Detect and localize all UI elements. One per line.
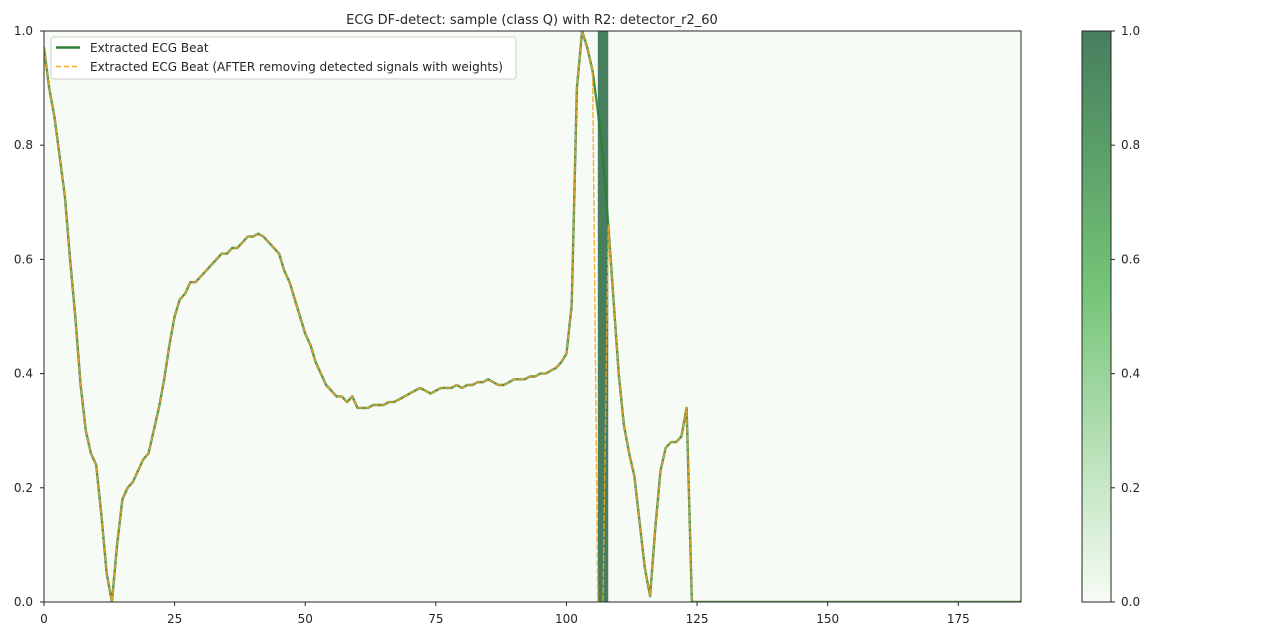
colorbar-gradient bbox=[1081, 30, 1112, 603]
colorbar-ticks: 0.0 0.2 0.4 0.6 0.8 1.0 bbox=[1111, 24, 1140, 609]
x-tick-label: 150 bbox=[816, 612, 839, 626]
y-tick-label: 1.0 bbox=[14, 24, 33, 38]
x-tick-label: 175 bbox=[947, 612, 970, 626]
highlight-bands bbox=[597, 31, 609, 602]
highlight-band-0 bbox=[597, 31, 609, 602]
colorbar-tick-label: 0.4 bbox=[1121, 367, 1140, 381]
y-tick-label: 0.0 bbox=[14, 595, 33, 609]
plot-background bbox=[44, 31, 1021, 602]
legend-box bbox=[50, 36, 517, 80]
x-axis-ticks: 0 25 50 75 100 125 150 175 bbox=[40, 602, 970, 626]
x-tick-label: 0 bbox=[40, 612, 48, 626]
legend: Extracted ECG Beat Extracted ECG Beat (A… bbox=[50, 36, 517, 80]
x-tick-label: 25 bbox=[167, 612, 182, 626]
plot-frame bbox=[43, 30, 1022, 603]
legend-label-after-removal: Extracted ECG Beat (AFTER removing detec… bbox=[90, 60, 503, 74]
x-tick-label: 125 bbox=[686, 612, 709, 626]
x-tick-label: 50 bbox=[298, 612, 313, 626]
colorbar: 0.0 0.2 0.4 0.6 0.8 1.0 bbox=[1081, 24, 1140, 609]
x-tick-label: 100 bbox=[555, 612, 578, 626]
y-tick-label: 0.2 bbox=[14, 481, 33, 495]
chart-title: ECG DF-detect: sample (class Q) with R2:… bbox=[346, 13, 718, 28]
y-axis-ticks: 0.0 0.2 0.4 0.6 0.8 1.0 bbox=[14, 24, 44, 609]
colorbar-tick-label: 0.8 bbox=[1121, 138, 1140, 152]
colorbar-tick-label: 0.0 bbox=[1121, 595, 1140, 609]
colorbar-tick-label: 0.6 bbox=[1121, 252, 1140, 266]
y-tick-label: 0.6 bbox=[14, 252, 33, 266]
series-lines bbox=[44, 31, 1021, 602]
x-tick-label: 75 bbox=[428, 612, 443, 626]
series-line-1 bbox=[44, 31, 1021, 602]
colorbar-tick-label: 1.0 bbox=[1121, 24, 1140, 38]
legend-label-original: Extracted ECG Beat bbox=[90, 41, 209, 55]
y-tick-label: 0.8 bbox=[14, 138, 33, 152]
colorbar-tick-label: 0.2 bbox=[1121, 481, 1140, 495]
y-tick-label: 0.4 bbox=[14, 367, 33, 381]
